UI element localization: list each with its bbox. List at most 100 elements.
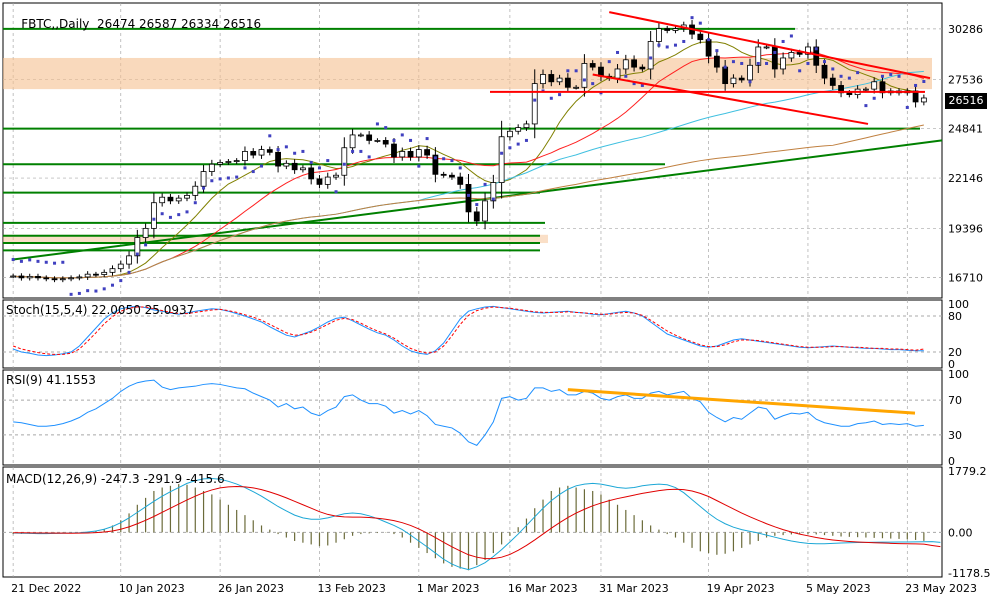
sar-dot — [905, 105, 909, 109]
sar-dot — [698, 21, 702, 25]
candle-body — [341, 147, 348, 176]
candle-body — [68, 277, 74, 280]
resistance-zone — [3, 57, 932, 90]
candle-body — [465, 183, 472, 213]
candle-body — [506, 130, 513, 138]
candle-body — [473, 211, 480, 222]
sar-dot — [880, 74, 884, 78]
sar-dot — [367, 155, 371, 159]
macd-signal-line — [13, 485, 941, 560]
candle-body — [531, 83, 538, 125]
sar-dot — [177, 213, 181, 217]
x-tick-label: 5 May 2023 — [806, 582, 871, 595]
sar-dot — [524, 138, 528, 142]
symbol-label: FBTC,,Daily — [21, 17, 90, 31]
candle-body — [498, 136, 505, 183]
sar-dot — [632, 82, 636, 86]
candle-body — [275, 151, 281, 167]
sar-dot — [591, 82, 595, 86]
sar-dot — [44, 260, 48, 264]
sar-dot — [723, 65, 727, 69]
sar-dot — [309, 160, 313, 164]
candle-body — [349, 134, 356, 149]
sar-dot — [11, 258, 15, 262]
candle-body — [76, 276, 83, 279]
y-tick-label: 30286 — [948, 23, 983, 36]
candle-body — [556, 77, 563, 83]
sar-dot — [317, 166, 321, 170]
candle-body — [631, 59, 637, 68]
sar-dot — [806, 61, 810, 65]
candle-body — [639, 66, 646, 70]
sar-dot — [202, 186, 206, 190]
y-tick-label: 1779.2 — [948, 465, 987, 478]
candle-body — [225, 161, 232, 163]
sar-dot — [86, 289, 90, 293]
candle-body — [175, 197, 182, 202]
candle-body — [382, 140, 389, 145]
candle-body — [150, 202, 157, 229]
candle-body — [573, 86, 580, 89]
candle-body — [134, 237, 141, 257]
candle-body — [432, 154, 439, 175]
sar-dot — [351, 149, 355, 153]
sar-dot — [392, 138, 396, 142]
candle-body — [697, 33, 704, 41]
candle-body — [713, 55, 720, 68]
sar-dot — [483, 182, 487, 186]
candle-body — [449, 174, 455, 178]
sar-dot — [715, 49, 719, 53]
sar-dot — [491, 197, 495, 201]
sar-dot — [533, 98, 537, 102]
candle-body — [722, 66, 729, 85]
candle-body — [18, 275, 25, 279]
sar-dot — [442, 157, 446, 161]
x-tick-label: 31 Mar 2023 — [599, 582, 669, 595]
candle-body — [192, 185, 199, 196]
candle-body — [117, 263, 124, 270]
sar-dot — [326, 159, 330, 163]
candle-body — [540, 74, 546, 85]
sar-dot — [144, 243, 148, 247]
sar-dot — [110, 283, 114, 287]
sar-dot — [260, 164, 264, 168]
y-tick-label: 27536 — [948, 73, 983, 86]
sar-dot — [301, 149, 305, 153]
candle-body — [672, 28, 679, 31]
sar-dot — [218, 177, 222, 181]
candle-body — [333, 174, 339, 178]
sar-dot — [268, 134, 272, 138]
x-tick-label: 19 Apr 2023 — [707, 582, 775, 595]
candle-body — [622, 59, 629, 70]
candle-body — [490, 182, 497, 202]
sar-dot — [458, 166, 462, 170]
y-tick-label: 0 — [948, 455, 955, 468]
sar-dot — [235, 175, 239, 179]
sar-dot — [500, 151, 504, 155]
candle-body — [167, 196, 174, 202]
sar-dot — [160, 212, 164, 216]
sar-dot — [19, 259, 23, 263]
candle-body — [93, 273, 99, 276]
sar-dot — [409, 138, 413, 142]
candle-body — [440, 173, 447, 176]
candle-body — [101, 271, 108, 275]
sar-dot — [284, 145, 288, 149]
pane-frame-stoch — [2, 299, 943, 369]
candle-body — [829, 77, 836, 86]
candle-body — [391, 143, 397, 158]
sar-dot — [640, 83, 644, 87]
sar-dot — [375, 122, 379, 126]
candle-body — [300, 167, 306, 171]
sar-dot — [384, 126, 388, 130]
y-tick-label: 19396 — [948, 222, 983, 235]
sar-dot — [251, 170, 255, 174]
sar-dot — [773, 50, 777, 54]
candle-body — [109, 268, 116, 273]
sar-dot — [558, 93, 562, 97]
candle-body — [564, 77, 571, 88]
sar-dot — [61, 260, 65, 264]
candle-body — [821, 64, 828, 79]
